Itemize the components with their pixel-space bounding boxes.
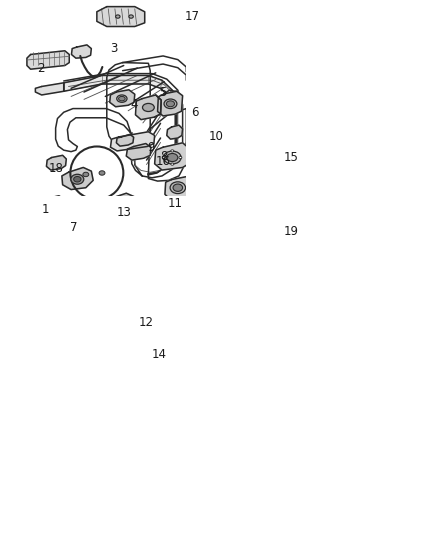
Polygon shape xyxy=(150,198,175,214)
Text: 16: 16 xyxy=(155,155,171,168)
Polygon shape xyxy=(172,144,177,157)
Ellipse shape xyxy=(112,199,128,211)
Polygon shape xyxy=(39,196,65,212)
Polygon shape xyxy=(27,51,69,69)
Text: 2: 2 xyxy=(37,62,44,75)
Ellipse shape xyxy=(148,316,153,319)
Text: 19: 19 xyxy=(284,224,299,238)
Ellipse shape xyxy=(129,15,133,18)
Text: 4: 4 xyxy=(130,99,138,111)
Polygon shape xyxy=(96,260,108,271)
Polygon shape xyxy=(46,155,66,170)
Ellipse shape xyxy=(179,156,182,159)
Ellipse shape xyxy=(112,316,117,319)
Text: 9: 9 xyxy=(147,141,155,154)
Text: 1: 1 xyxy=(42,203,49,215)
Polygon shape xyxy=(110,132,155,151)
Ellipse shape xyxy=(83,172,89,176)
Polygon shape xyxy=(155,143,190,170)
Polygon shape xyxy=(87,305,178,337)
Text: 14: 14 xyxy=(152,348,166,360)
Ellipse shape xyxy=(163,151,181,164)
Ellipse shape xyxy=(119,96,125,101)
Polygon shape xyxy=(102,76,148,84)
Ellipse shape xyxy=(171,163,174,165)
Polygon shape xyxy=(165,176,191,199)
Polygon shape xyxy=(64,76,102,91)
Polygon shape xyxy=(126,143,151,160)
Ellipse shape xyxy=(142,103,154,111)
Polygon shape xyxy=(135,95,161,119)
Text: 17: 17 xyxy=(185,10,200,23)
Polygon shape xyxy=(71,45,92,58)
Text: 5: 5 xyxy=(159,86,167,99)
Ellipse shape xyxy=(167,154,178,161)
Ellipse shape xyxy=(164,99,177,109)
Polygon shape xyxy=(97,6,145,27)
Polygon shape xyxy=(165,156,174,167)
Text: 15: 15 xyxy=(283,151,298,164)
Text: 11: 11 xyxy=(168,197,183,209)
Text: 13: 13 xyxy=(116,206,131,219)
Polygon shape xyxy=(104,193,138,214)
Ellipse shape xyxy=(117,95,127,102)
Ellipse shape xyxy=(171,150,174,152)
Polygon shape xyxy=(117,134,134,146)
Polygon shape xyxy=(175,104,177,144)
Polygon shape xyxy=(110,331,123,341)
Polygon shape xyxy=(62,167,93,190)
Polygon shape xyxy=(35,83,64,95)
Polygon shape xyxy=(110,90,135,107)
Text: 7: 7 xyxy=(70,221,78,234)
Ellipse shape xyxy=(166,101,174,107)
Text: 6: 6 xyxy=(191,106,199,119)
Ellipse shape xyxy=(46,200,57,209)
Polygon shape xyxy=(160,80,172,98)
Polygon shape xyxy=(158,91,183,116)
Polygon shape xyxy=(157,166,167,173)
Polygon shape xyxy=(148,76,162,88)
Polygon shape xyxy=(80,261,92,272)
Ellipse shape xyxy=(116,202,124,209)
Polygon shape xyxy=(167,125,183,139)
Ellipse shape xyxy=(163,156,166,159)
Text: 8: 8 xyxy=(160,150,168,163)
Text: 18: 18 xyxy=(48,162,63,175)
Ellipse shape xyxy=(99,171,105,175)
Ellipse shape xyxy=(173,184,183,191)
Ellipse shape xyxy=(116,15,120,18)
Polygon shape xyxy=(148,172,158,175)
Ellipse shape xyxy=(71,174,84,184)
Polygon shape xyxy=(170,90,177,110)
Ellipse shape xyxy=(74,176,81,182)
Text: 3: 3 xyxy=(110,42,117,55)
Ellipse shape xyxy=(170,182,186,193)
Text: 12: 12 xyxy=(139,316,154,328)
Polygon shape xyxy=(147,330,159,340)
Text: 10: 10 xyxy=(209,131,224,143)
